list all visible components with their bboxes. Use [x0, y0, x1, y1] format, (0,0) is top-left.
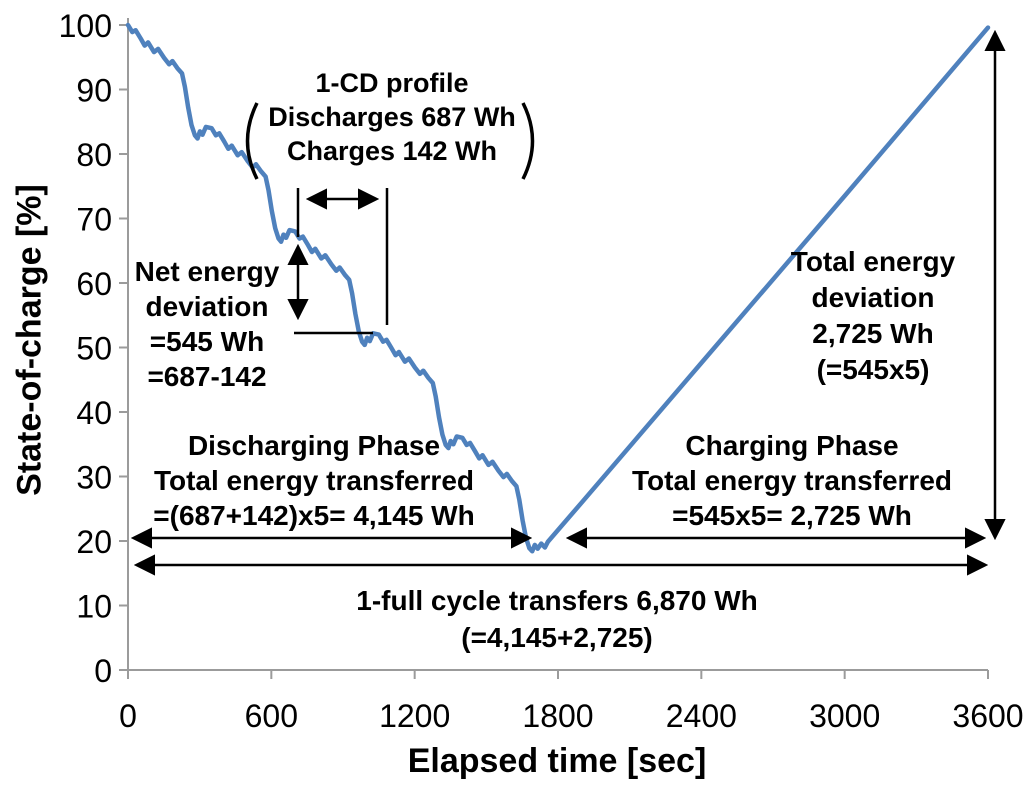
x-tick-label: 1800 [522, 698, 593, 734]
y-tick-label: 20 [76, 524, 112, 560]
cd-profile-right-paren [521, 102, 535, 180]
x-tick-label: 0 [119, 698, 137, 734]
total-deviation-line: (=545x5) [816, 354, 930, 385]
net-energy-line: deviation [145, 291, 269, 322]
total-deviation-line: deviation [811, 282, 935, 313]
x-axis-title: Elapsed time [sec] [407, 742, 707, 780]
x-tick-label: 1200 [379, 698, 450, 734]
total-deviation-line: Total energy [790, 246, 956, 277]
y-tick-label: 90 [76, 73, 112, 109]
x-tick-label: 3600 [952, 698, 1023, 734]
y-tick-label: 60 [76, 266, 112, 302]
net-energy-line: Net energy [134, 256, 280, 287]
y-tick-label: 0 [94, 653, 112, 689]
y-tick-label: 10 [76, 589, 112, 625]
discharging-phase-line: Total energy transferred [153, 465, 475, 496]
net-energy-line: =545 Wh [149, 326, 265, 357]
charging-phase-line: =545x5= 2,725 Wh [672, 500, 912, 531]
cd-profile-left-paren [245, 102, 259, 180]
y-axis-ticks: 0 10 20 30 40 50 60 70 80 90 100 [59, 8, 128, 689]
charging-phase-line: Charging Phase [685, 430, 899, 461]
annotation-discharging-phase: Discharging Phase Total energy transferr… [153, 428, 474, 533]
y-tick-label: 80 [76, 137, 112, 173]
annotation-charging-phase: Charging Phase Total energy transferred … [632, 428, 952, 533]
x-tick-label: 2400 [666, 698, 737, 734]
annotation-full-cycle: 1-full cycle transfers 6,870 Wh (=4,145+… [356, 582, 758, 656]
y-tick-label: 30 [76, 460, 112, 496]
annotation-net-energy: Net energy deviation =545 Wh =687-142 [135, 254, 280, 394]
annotation-cd-profile: 1-CD profile Discharges 687 Wh Charges 1… [268, 66, 516, 168]
annotation-total-deviation: Total energy deviation 2,725 Wh (=545x5) [791, 244, 955, 388]
y-tick-label: 50 [76, 331, 112, 367]
charging-phase-line: Total energy transferred [631, 465, 953, 496]
y-tick-label: 100 [59, 8, 112, 44]
full-cycle-line: (=4,145+2,725) [461, 622, 653, 653]
x-tick-label: 3000 [809, 698, 880, 734]
discharging-phase-line: =(687+142)x5= 4,145 Wh [153, 500, 475, 531]
y-tick-label: 40 [76, 395, 112, 431]
x-axis-ticks: 0 600 1200 1800 2400 3000 3600 [119, 670, 1024, 734]
soc-curve [125, 22, 991, 554]
cd-profile-discharge: Discharges 687 Wh [268, 102, 516, 132]
x-tick-label: 600 [245, 698, 298, 734]
total-deviation-line: 2,725 Wh [812, 318, 934, 349]
y-tick-label: 70 [76, 202, 112, 238]
cd-profile-title: 1-CD profile [315, 68, 469, 98]
net-energy-line: =687-142 [147, 361, 267, 392]
y-axis-title: State-of-charge [%] [10, 184, 49, 496]
cd-profile-charge: Charges 142 Wh [286, 136, 498, 166]
discharging-phase-line: Discharging Phase [187, 430, 441, 461]
full-cycle-line: 1-full cycle transfers 6,870 Wh [356, 585, 758, 616]
